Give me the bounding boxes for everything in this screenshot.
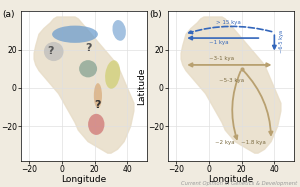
Ellipse shape xyxy=(94,83,102,108)
Ellipse shape xyxy=(52,26,98,43)
Text: ~2 kya: ~2 kya xyxy=(215,140,235,145)
Y-axis label: Latitude: Latitude xyxy=(137,67,146,105)
Polygon shape xyxy=(181,17,281,153)
Polygon shape xyxy=(34,17,134,153)
Text: ~5-3 kya: ~5-3 kya xyxy=(219,78,244,83)
Text: Current Opinion in Genetics & Development: Current Opinion in Genetics & Developmen… xyxy=(181,181,297,186)
Text: (a): (a) xyxy=(2,10,15,19)
Text: (b): (b) xyxy=(149,10,162,19)
X-axis label: Longitude: Longitude xyxy=(61,175,106,184)
Text: ?: ? xyxy=(95,100,101,110)
Ellipse shape xyxy=(79,60,97,77)
Text: ?: ? xyxy=(85,43,91,53)
Text: ~1 kya: ~1 kya xyxy=(209,40,229,45)
Text: > 15 kya: > 15 kya xyxy=(216,20,241,25)
Text: ~1.8 kya: ~1.8 kya xyxy=(241,140,266,145)
X-axis label: Longitude: Longitude xyxy=(208,175,253,184)
Text: ~6-5 kya: ~6-5 kya xyxy=(279,30,284,53)
Ellipse shape xyxy=(112,20,126,41)
Ellipse shape xyxy=(44,42,64,61)
Ellipse shape xyxy=(105,60,120,89)
Text: ?: ? xyxy=(47,47,54,56)
Text: ~3-1 kya: ~3-1 kya xyxy=(209,56,235,61)
Ellipse shape xyxy=(88,114,104,135)
